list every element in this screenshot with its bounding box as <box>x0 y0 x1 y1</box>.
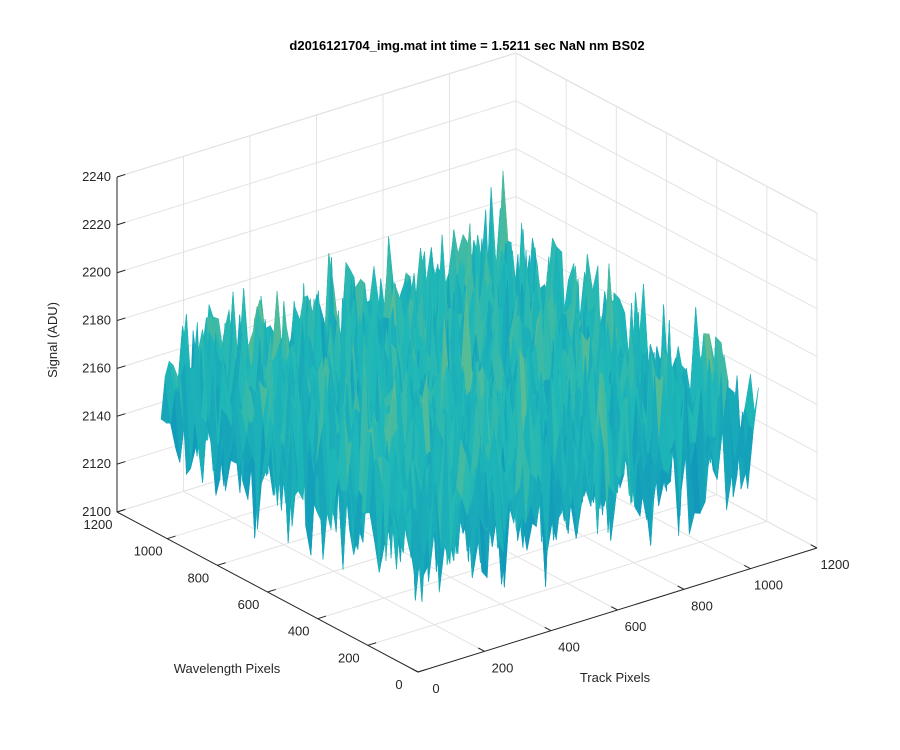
z-tick-label: 2160 <box>82 360 111 375</box>
x-tick-label: 1000 <box>754 578 783 593</box>
z-tick-label: 2200 <box>82 265 111 280</box>
z-tick-label: 2120 <box>82 456 111 471</box>
y-tick-label: 200 <box>338 650 360 665</box>
x-tick-label: 0 <box>432 681 439 696</box>
grid-line-sidewall-z <box>515 148 818 310</box>
z-tick-mark <box>116 269 126 274</box>
y-tick-label: 800 <box>187 570 209 585</box>
surface-mesh <box>160 170 759 602</box>
z-tick-mark <box>116 413 126 417</box>
grid-line-floor-y <box>367 520 767 646</box>
x-tick-mark <box>411 668 419 673</box>
z-tick-label: 2100 <box>82 504 111 519</box>
x-tick-mark <box>810 544 818 549</box>
z-tick-mark <box>116 461 126 465</box>
y-tick-label: 1200 <box>84 517 113 532</box>
y-tick-label: 1000 <box>134 544 163 559</box>
grid-line-sidewall-z <box>515 243 818 405</box>
z-tick-label: 2180 <box>82 313 111 328</box>
grid-line-sidewall-z <box>515 100 818 262</box>
z-tick-mark <box>116 317 126 322</box>
grid-line-backwall-z <box>116 196 517 322</box>
x-axis-ticks: 0 200 400 600 800 1000 1200 <box>411 544 850 696</box>
x-tick-label: 800 <box>691 598 713 613</box>
z-tick-mark <box>116 365 126 369</box>
x-tick-label: 200 <box>492 660 514 675</box>
x-tick-label: 400 <box>558 640 580 655</box>
z-tick-label: 2240 <box>82 169 111 184</box>
y-tick-label: 0 <box>395 677 402 692</box>
x-axis-label: Track Pixels <box>580 670 651 685</box>
z-tick-mark <box>116 173 126 178</box>
x-tick-label: 1200 <box>821 557 850 572</box>
z-tick-label: 2220 <box>82 217 111 232</box>
grid-line-backwall-z <box>116 148 517 274</box>
x-tick-mark <box>677 585 685 590</box>
z-tick-label: 2140 <box>82 408 111 423</box>
y-tick-mark <box>417 668 427 673</box>
z-axis-label: Signal (ADU) <box>45 302 60 378</box>
grid-line-backwall-z <box>116 100 517 226</box>
y-tick-mark <box>367 642 377 646</box>
grid-line-sidewall-z <box>515 52 818 214</box>
y-tick-label: 600 <box>238 597 260 612</box>
x-tick-mark <box>743 564 751 570</box>
y-axis-label: Wavelength Pixels <box>174 661 281 676</box>
y-tick-label: 400 <box>288 624 310 639</box>
surface-cell <box>413 520 424 563</box>
grid-line-backwall-z <box>116 52 517 178</box>
z-axis-ticks: 2100 2120 2140 2160 2180 2200 2220 2240 <box>82 169 126 519</box>
x-tick-mark <box>477 647 485 652</box>
y-tick-mark <box>267 588 276 593</box>
x-tick-mark <box>610 606 618 611</box>
y-tick-mark <box>217 562 226 566</box>
y-tick-mark <box>317 615 327 620</box>
z-tick-mark <box>116 221 126 226</box>
grid-line-sidewall-z <box>515 196 818 358</box>
x-tick-mark <box>544 626 552 632</box>
chart-title: d2016121704_img.mat int time = 1.5211 se… <box>289 38 644 53</box>
z-tick-mark <box>116 508 126 513</box>
y-axis-ticks: 0 200 400 600 800 1000 1200 <box>84 508 427 692</box>
y-tick-mark <box>167 535 176 540</box>
x-tick-label: 600 <box>625 619 647 634</box>
